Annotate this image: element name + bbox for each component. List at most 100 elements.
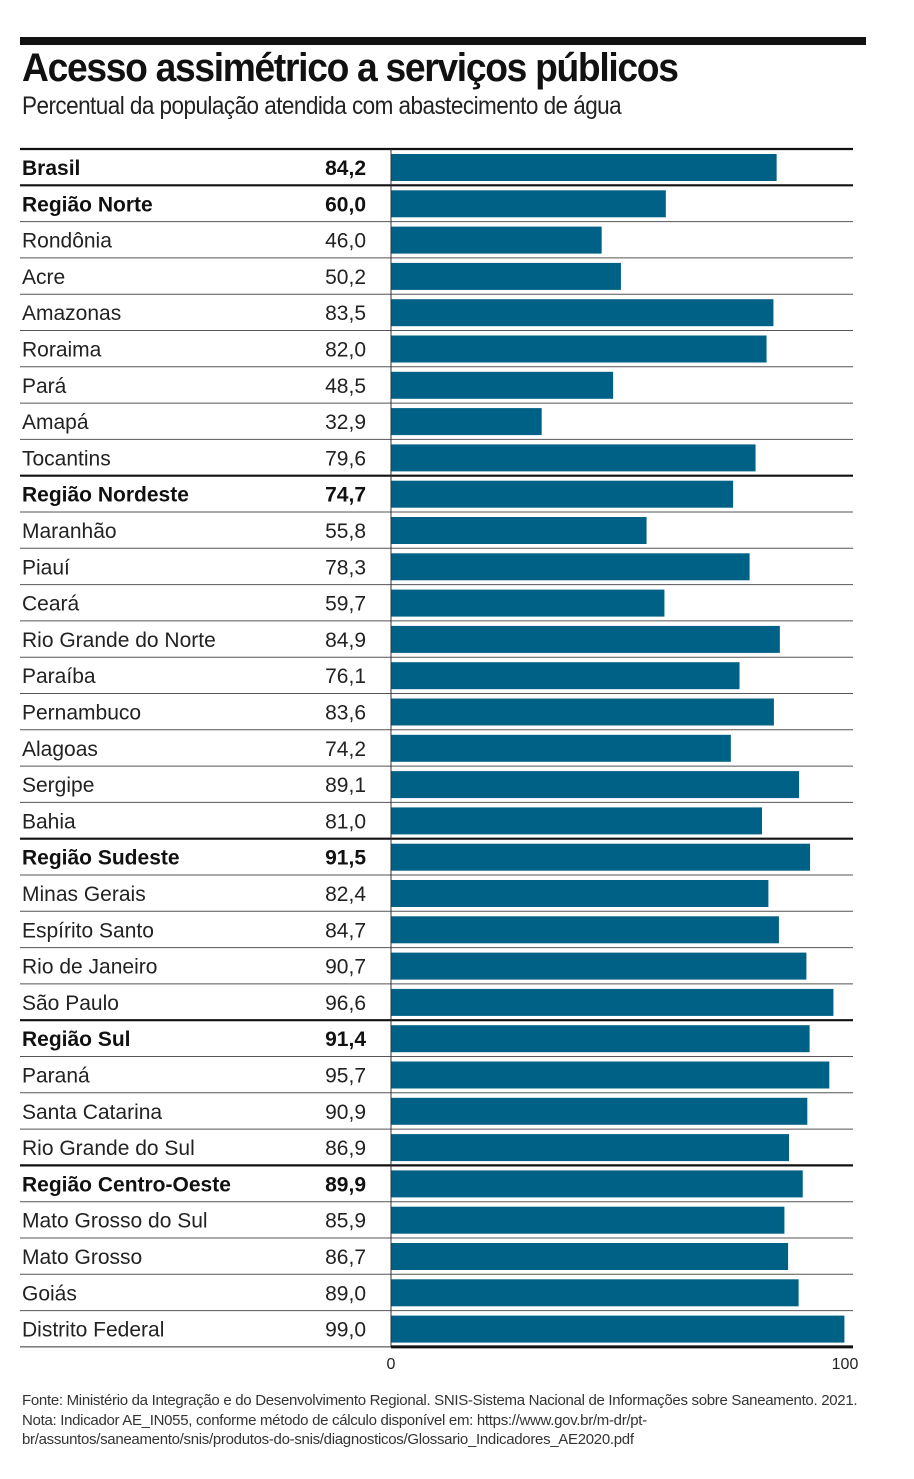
chart-row: Amapá 32,9 [20, 402, 853, 436]
category-label: Ceará [22, 593, 80, 616]
chart-row: Rio Grande do Norte 84,9 [20, 620, 853, 653]
value-label: 84,9 [325, 629, 366, 652]
value-label: 74,2 [325, 738, 366, 761]
bar [391, 1206, 785, 1234]
category-label: Paraíba [22, 665, 96, 688]
category-label: Maranhão [22, 520, 117, 543]
chart-row: Região Norte 60,0 [20, 184, 853, 218]
bar [391, 1134, 790, 1162]
bar [391, 1170, 803, 1198]
chart-row: Distrito Federal 99,0 [20, 1310, 853, 1343]
category-label: Minas Gerais [22, 883, 146, 906]
bar [391, 698, 774, 726]
value-label: 59,7 [325, 593, 366, 616]
chart-row: Região Nordeste 74,7 [20, 474, 853, 508]
category-label: Santa Catarina [22, 1101, 162, 1124]
chart-row: Rio de Janeiro 90,7 [20, 947, 853, 980]
category-label: Rio Grande do Sul [22, 1137, 195, 1160]
category-label: Mato Grosso do Sul [22, 1210, 208, 1233]
value-label: 60,0 [325, 193, 366, 216]
category-label: Região Sul [22, 1028, 131, 1051]
chart-row: Bahia 81,0 [20, 801, 853, 835]
chart-row: Sergipe 89,1 [20, 765, 853, 799]
category-label: Paraná [22, 1065, 90, 1088]
category-label: Brasil [22, 157, 80, 180]
source-footnote: Fonte: Ministério da Integração e do Des… [22, 1392, 858, 1448]
bar [391, 226, 602, 254]
category-label: Região Centro-Oeste [22, 1173, 231, 1196]
chart-row: Minas Gerais 82,4 [20, 874, 853, 907]
category-label: Mato Grosso [22, 1246, 142, 1269]
value-label: 48,5 [325, 375, 366, 398]
value-label: 86,7 [325, 1246, 366, 1269]
bar [391, 299, 774, 327]
category-label: Acre [22, 266, 65, 289]
chart-row: Amazonas 83,5 [20, 293, 853, 327]
category-label: Rondônia [22, 230, 112, 253]
chart-row: Rondônia 46,0 [20, 221, 853, 254]
category-label: São Paulo [22, 992, 119, 1015]
value-label: 90,7 [325, 956, 366, 979]
bar [391, 952, 807, 980]
chart-row: Piauí 78,3 [20, 547, 853, 581]
category-label: Rio de Janeiro [22, 956, 157, 979]
chart-row: Tocantins 79,6 [20, 438, 853, 472]
chart-row: Ceará 59,7 [20, 584, 853, 617]
value-label: 55,8 [325, 520, 366, 543]
x-tick-label: 100 [832, 1356, 859, 1373]
bar [391, 771, 800, 799]
value-label: 82,4 [325, 883, 366, 906]
chart-row: Espírito Santo 84,7 [20, 910, 853, 944]
category-label: Distrito Federal [22, 1319, 164, 1342]
value-label: 89,1 [325, 774, 366, 797]
chart-row: Maranhão 55,8 [20, 511, 853, 544]
chart-row: Brasil 84,2 [20, 147, 853, 181]
category-label: Região Norte [22, 193, 153, 216]
bar [391, 262, 621, 290]
value-label: 99,0 [325, 1319, 366, 1342]
category-label: Pernambuco [22, 702, 141, 725]
value-label: 82,0 [325, 339, 366, 362]
value-label: 89,0 [325, 1282, 366, 1305]
chart-row: Santa Catarina 90,9 [20, 1092, 853, 1125]
category-label: Pará [22, 375, 67, 398]
category-label: Rio Grande do Norte [22, 629, 216, 652]
bar [391, 734, 731, 762]
chart-row: Pará 48,5 [20, 366, 853, 399]
bar [391, 1279, 799, 1307]
bar [391, 1243, 789, 1270]
bar [391, 371, 614, 399]
bar [391, 444, 756, 472]
chart-row: Pernambuco 83,6 [20, 693, 853, 726]
bar [391, 480, 734, 508]
bar [391, 190, 666, 218]
chart-title: Acesso assimétrico a serviços públicos [22, 46, 679, 90]
bar [391, 1097, 808, 1125]
chart-row: Paraíba 76,1 [20, 656, 853, 690]
value-label: 84,7 [325, 919, 366, 942]
value-label: 32,9 [325, 411, 366, 434]
chart-row: Rio Grande do Sul 86,9 [20, 1128, 853, 1162]
bar [391, 553, 750, 581]
value-label: 76,1 [325, 665, 366, 688]
value-label: 81,0 [325, 810, 366, 833]
bar [391, 988, 834, 1016]
chart-row: Goiás 89,0 [20, 1273, 853, 1307]
chart-row: Alagoas 74,2 [20, 729, 853, 762]
value-label: 89,9 [325, 1173, 366, 1196]
value-label: 95,7 [325, 1065, 366, 1088]
value-label: 74,7 [325, 484, 366, 507]
value-label: 96,6 [325, 992, 366, 1015]
value-label: 83,5 [325, 302, 366, 325]
value-label: 50,2 [325, 266, 366, 289]
category-label: Região Sudeste [22, 847, 180, 870]
value-label: 83,6 [325, 702, 366, 725]
category-label: Goiás [22, 1282, 77, 1305]
chart-row: Paraná 95,7 [20, 1056, 853, 1089]
bar [391, 517, 647, 544]
value-label: 79,6 [325, 447, 366, 470]
category-label: Roraima [22, 339, 102, 362]
bar-chart: Brasil 84,2 Região Norte 60,0 Rondônia 46,0 Ac… [20, 147, 859, 1373]
bar [391, 589, 665, 617]
bar [391, 662, 740, 690]
